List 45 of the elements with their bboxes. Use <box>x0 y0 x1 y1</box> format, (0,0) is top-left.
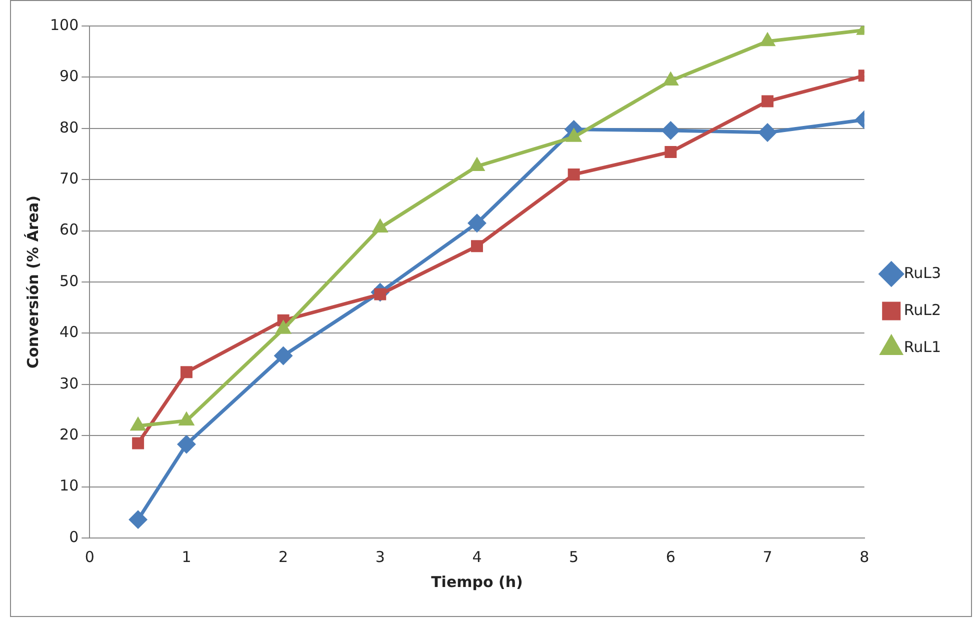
x-tick-label: 1 <box>182 548 192 566</box>
y-tick-label: 30 <box>60 374 79 392</box>
x-tick-label: 2 <box>278 548 288 566</box>
point <box>758 124 776 142</box>
x-axis-title: Tiempo (h) <box>431 572 523 591</box>
y-tick-label: 60 <box>60 220 79 239</box>
point <box>568 168 580 180</box>
point <box>468 214 486 232</box>
legend-label: RuL3 <box>904 264 941 282</box>
point <box>470 240 483 252</box>
point <box>664 73 678 86</box>
legend-label: RuL1 <box>904 338 941 356</box>
x-tick-label: 0 <box>84 548 94 566</box>
point <box>276 321 290 334</box>
x-tick-label: 3 <box>375 548 385 566</box>
y-tick-label: 50 <box>60 272 79 290</box>
y-tick-label: 40 <box>60 323 79 342</box>
point <box>470 158 484 172</box>
point <box>132 437 144 450</box>
x-tick-label: 8 <box>860 548 870 566</box>
x-tick-label: 6 <box>666 548 676 566</box>
y-tick-label: 100 <box>50 16 79 34</box>
point <box>664 146 677 158</box>
point <box>274 346 292 364</box>
point <box>373 220 388 232</box>
point <box>129 510 147 528</box>
point <box>662 122 680 140</box>
point <box>762 95 774 108</box>
point <box>178 436 196 454</box>
legend-label: RuL2 <box>904 300 941 319</box>
y-tick-label: 20 <box>60 425 79 444</box>
x-tick-label: 7 <box>762 548 772 566</box>
y-tick-label: 0 <box>69 528 79 546</box>
y-tick-label: 70 <box>60 169 79 188</box>
x-tick-label: 5 <box>569 548 579 566</box>
point <box>180 366 192 378</box>
y-tick-label: 10 <box>60 476 79 495</box>
point <box>760 34 774 46</box>
point <box>180 413 194 426</box>
y-tick-label: 90 <box>60 67 79 86</box>
point <box>566 129 581 142</box>
y-tick-label: 80 <box>60 118 79 136</box>
y-axis-title: Conversión (% Área) <box>24 196 42 368</box>
x-tick-label: 4 <box>472 548 482 566</box>
point <box>131 418 145 431</box>
